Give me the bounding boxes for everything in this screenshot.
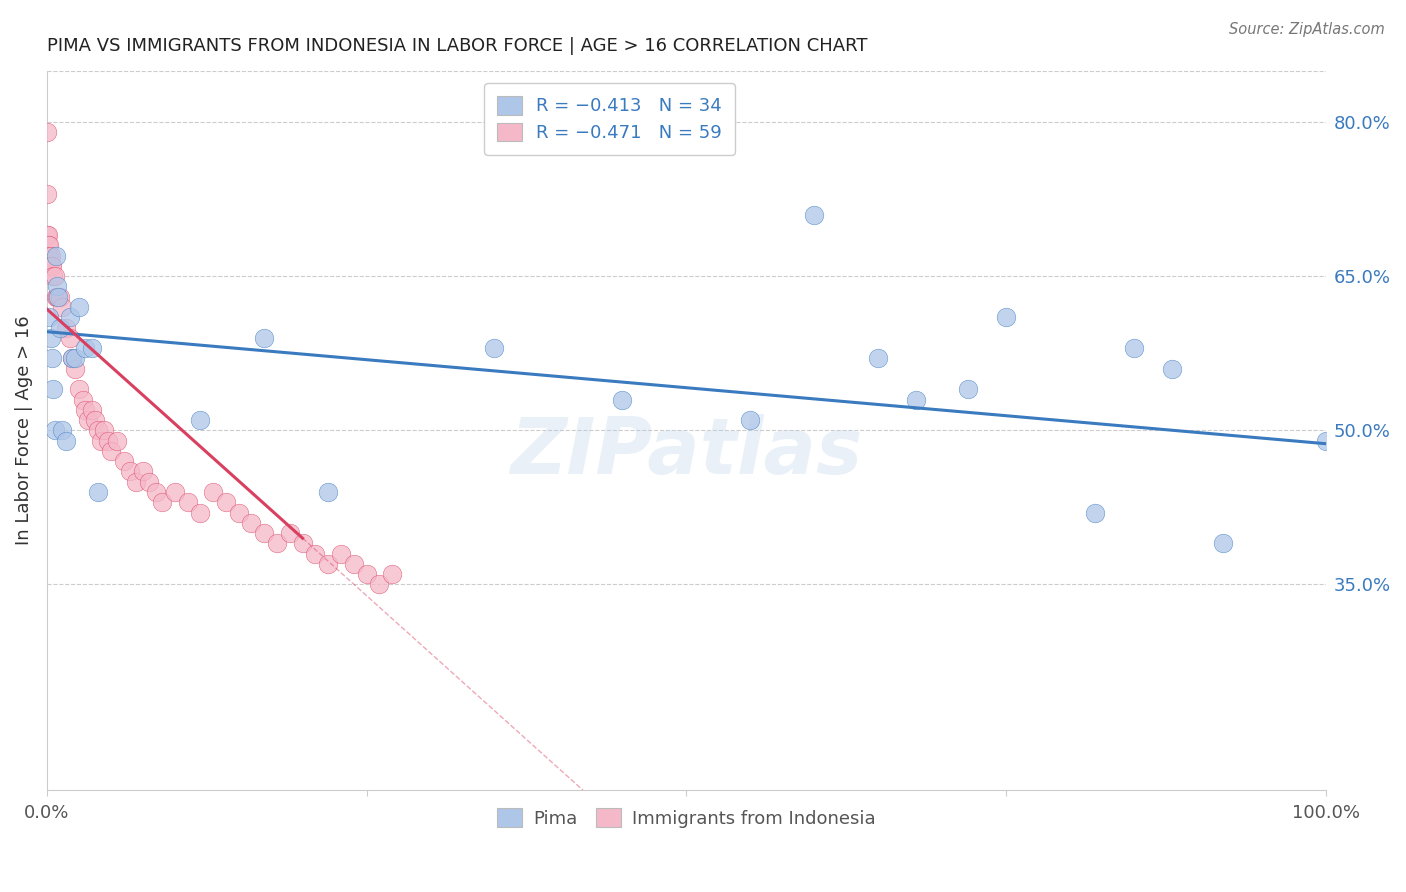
Point <box>188 506 211 520</box>
Point <box>188 413 211 427</box>
Point <box>163 485 186 500</box>
Point <box>343 557 366 571</box>
Point <box>84 413 107 427</box>
Point <box>59 310 82 325</box>
Point <box>48 290 70 304</box>
Point <box>39 249 62 263</box>
Point <box>37 228 59 243</box>
Point <box>145 485 167 500</box>
Point <box>368 577 391 591</box>
Point <box>150 495 173 509</box>
Point <box>118 465 141 479</box>
Point <box>59 331 82 345</box>
Point <box>62 351 84 366</box>
Point <box>62 351 84 366</box>
Point <box>356 567 378 582</box>
Point <box>215 495 238 509</box>
Point <box>125 475 148 489</box>
Y-axis label: In Labor Force | Age > 16: In Labor Force | Age > 16 <box>15 316 32 545</box>
Point <box>37 238 59 252</box>
Point <box>76 413 98 427</box>
Point <box>100 443 122 458</box>
Point <box>46 279 69 293</box>
Point <box>381 567 404 582</box>
Point <box>35 228 58 243</box>
Point <box>38 249 60 263</box>
Point <box>994 310 1017 325</box>
Point <box>41 259 63 273</box>
Text: PIMA VS IMMIGRANTS FROM INDONESIA IN LABOR FORCE | AGE > 16 CORRELATION CHART: PIMA VS IMMIGRANTS FROM INDONESIA IN LAB… <box>46 37 868 55</box>
Point <box>253 331 276 345</box>
Point <box>35 187 58 202</box>
Point <box>48 320 70 334</box>
Point <box>45 290 67 304</box>
Point <box>266 536 288 550</box>
Point <box>330 547 353 561</box>
Point <box>55 434 77 448</box>
Point <box>55 320 77 334</box>
Point <box>72 392 94 407</box>
Point <box>105 434 128 448</box>
Point <box>38 238 60 252</box>
Point <box>1212 536 1234 550</box>
Legend: Pima, Immigrants from Indonesia: Pima, Immigrants from Indonesia <box>489 801 883 835</box>
Point <box>740 413 762 427</box>
Text: ZIPatlas: ZIPatlas <box>510 414 862 490</box>
Point <box>1315 434 1337 448</box>
Point <box>75 402 97 417</box>
Point <box>44 423 66 437</box>
Point <box>48 290 70 304</box>
Point <box>316 557 339 571</box>
Point <box>1084 506 1107 520</box>
Point <box>39 259 62 273</box>
Point <box>202 485 225 500</box>
Text: Source: ZipAtlas.com: Source: ZipAtlas.com <box>1229 22 1385 37</box>
Point <box>612 392 634 407</box>
Point <box>112 454 135 468</box>
Point <box>87 485 110 500</box>
Point <box>228 506 250 520</box>
Point <box>956 382 979 396</box>
Point <box>291 536 314 550</box>
Point <box>484 341 506 355</box>
Point <box>44 269 66 284</box>
Point <box>45 249 67 263</box>
Point <box>138 475 160 489</box>
Point <box>35 125 58 139</box>
Point <box>46 290 69 304</box>
Point <box>803 208 825 222</box>
Point <box>37 249 59 263</box>
Point <box>41 351 63 366</box>
Point <box>39 331 62 345</box>
Point <box>93 423 115 437</box>
Point <box>132 465 155 479</box>
Point <box>316 485 339 500</box>
Point <box>87 423 110 437</box>
Point <box>80 341 103 355</box>
Point <box>253 526 276 541</box>
Point <box>304 547 326 561</box>
Point <box>240 516 263 530</box>
Point <box>80 402 103 417</box>
Point <box>42 382 65 396</box>
Point <box>38 259 60 273</box>
Point <box>1161 361 1184 376</box>
Point <box>63 351 86 366</box>
Point <box>176 495 198 509</box>
Point <box>63 361 86 376</box>
Point <box>51 300 73 314</box>
Point <box>1122 341 1144 355</box>
Point <box>866 351 889 366</box>
Point <box>905 392 928 407</box>
Point <box>278 526 301 541</box>
Point <box>42 269 65 284</box>
Point <box>38 310 60 325</box>
Point <box>97 434 120 448</box>
Point <box>67 300 90 314</box>
Point <box>67 382 90 396</box>
Point <box>90 434 112 448</box>
Point <box>75 341 97 355</box>
Point <box>51 423 73 437</box>
